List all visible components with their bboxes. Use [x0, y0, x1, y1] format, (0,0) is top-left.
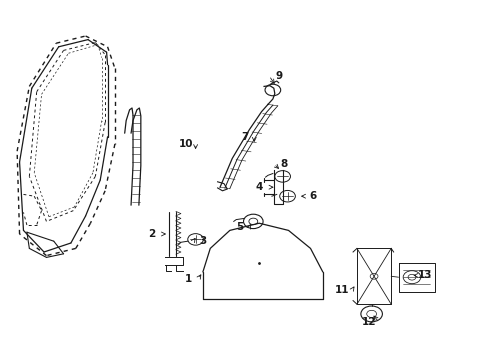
Text: 9: 9	[275, 71, 282, 81]
Text: 13: 13	[417, 270, 432, 280]
Text: 12: 12	[361, 317, 376, 327]
Text: 3: 3	[199, 236, 206, 246]
Text: 6: 6	[309, 191, 316, 201]
Text: 1: 1	[184, 274, 191, 284]
Text: 11: 11	[334, 285, 349, 295]
Text: 4: 4	[255, 182, 263, 192]
Text: 10: 10	[178, 139, 193, 149]
Text: 2: 2	[148, 229, 155, 239]
Text: 5: 5	[236, 222, 243, 232]
Text: 7: 7	[240, 132, 248, 142]
Text: 8: 8	[280, 159, 286, 169]
